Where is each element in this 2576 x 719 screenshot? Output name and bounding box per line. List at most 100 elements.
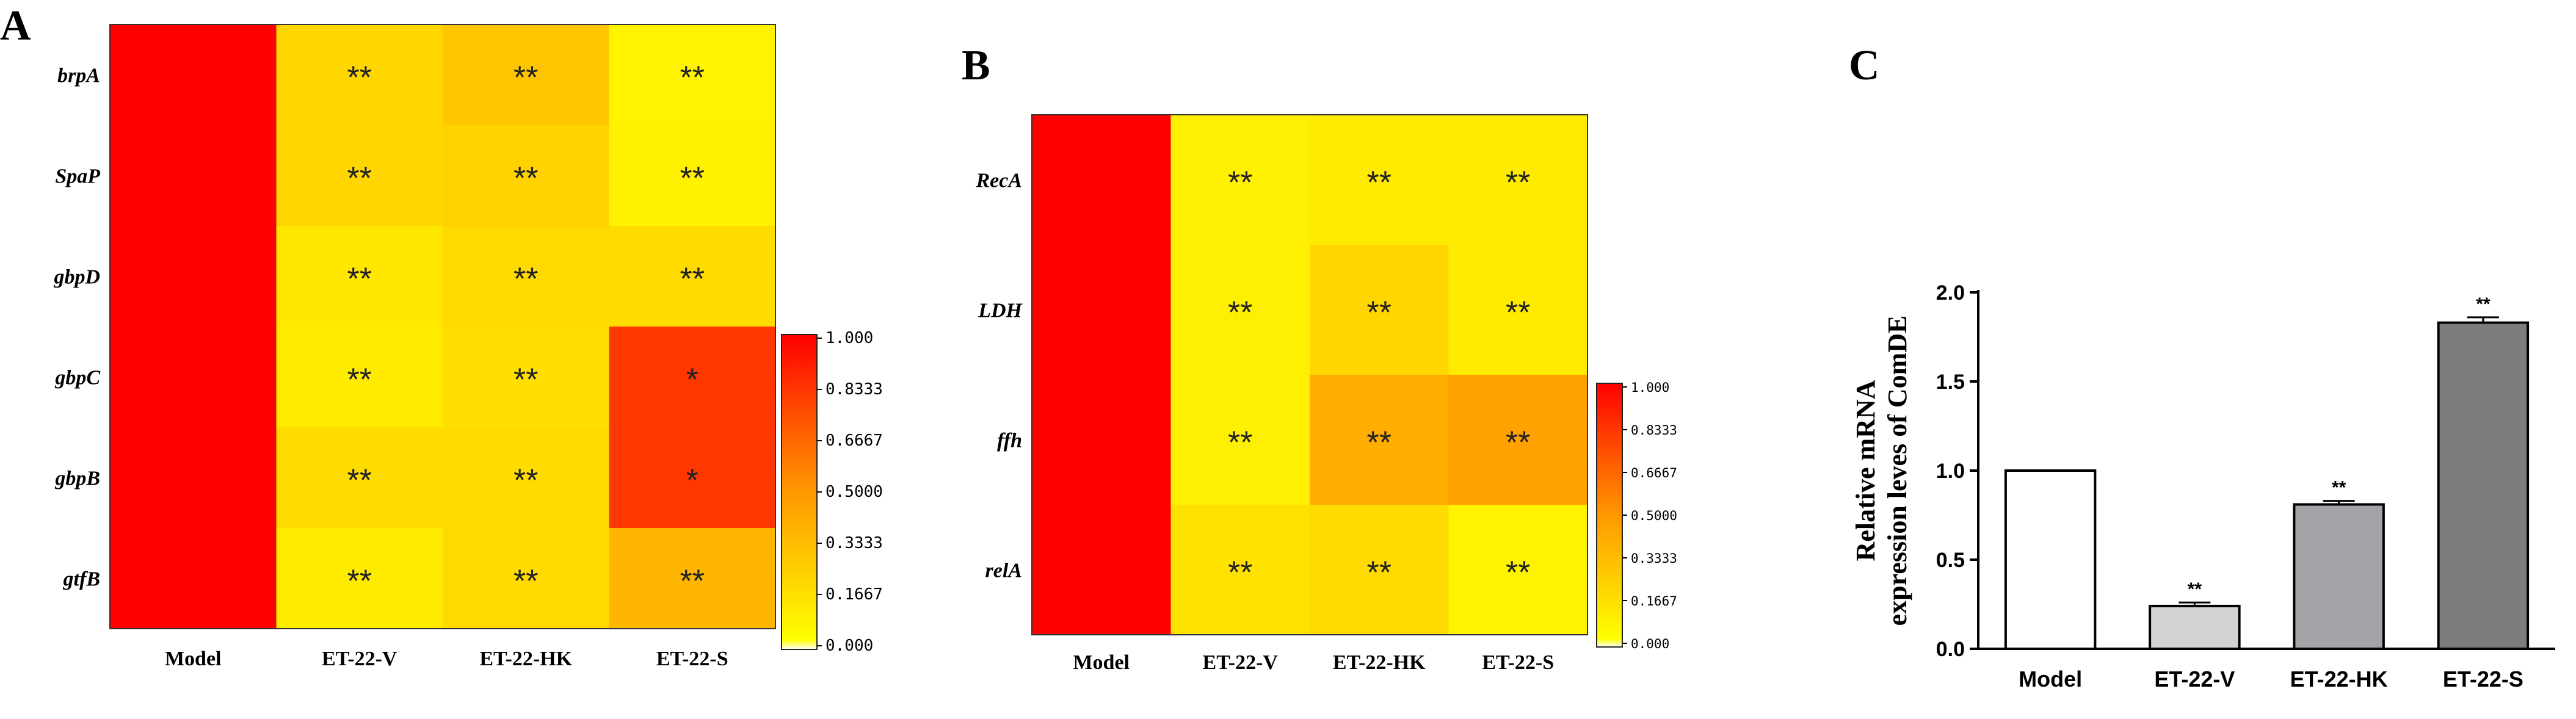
heatmap-cell [609, 226, 776, 327]
row-label: relA [985, 560, 1022, 582]
heatmap-cell [609, 427, 776, 529]
y-tick-label: 2.0 [1936, 281, 1965, 305]
heatmap-a: ** ** **** ** **** ** **** ** *** ** *** ** **brpASp… [53, 24, 776, 670]
x-category-label: ET-22-HK [2290, 667, 2388, 692]
significance-marker: ** [347, 262, 372, 297]
heatmap-cell [276, 427, 443, 529]
heatmap-cell [443, 24, 609, 126]
colorbar-a: 1.000 0.8333 0.6667 0.5000 0.3333 0.1667 0.000 [781, 329, 883, 655]
row-label: RecA [975, 170, 1022, 192]
row-label: ffh [997, 430, 1022, 452]
heatmap-border [1031, 114, 1588, 635]
heatmap-border [109, 24, 776, 629]
significance-marker: ** [1506, 425, 1530, 461]
significance-marker: ** [1506, 165, 1530, 201]
significance-marker: ** [1367, 555, 1391, 591]
significance-marker: ** [2188, 579, 2202, 599]
colorbar-tick-label: 0.3333 [825, 534, 883, 552]
heatmap-cell [1170, 375, 1310, 505]
colorbar-tick-label: 0.8333 [1631, 423, 1677, 438]
significance-marker: ** [513, 463, 538, 499]
colorbar-tick-label: 0.1667 [1631, 594, 1677, 609]
significance-marker: ** [347, 363, 372, 398]
heatmap-cell [276, 125, 443, 226]
column-label: ET-22-V [322, 648, 397, 670]
heatmap-cell [276, 24, 443, 126]
significance-marker: ** [1228, 555, 1252, 591]
significance-marker: * [686, 463, 698, 499]
row-label: SpaP [55, 165, 100, 188]
heatmap-cell [1448, 375, 1588, 505]
significance-marker: ** [513, 564, 538, 599]
heatmap-b: ** ** ** ** ** ** ** ** ** ** ** ** RecA LDH ffh relA Mo… [975, 114, 1588, 674]
heatmap-cell [276, 327, 443, 428]
significance-marker: ** [1228, 425, 1252, 461]
x-category-label: Model [2019, 667, 2082, 692]
heatmap-cell [1032, 375, 1171, 505]
heatmap-cell [276, 528, 443, 629]
significance-marker: ** [347, 60, 372, 96]
significance-marker: ** [1506, 295, 1530, 331]
heatmap-cell [110, 427, 277, 529]
heatmap-cell [609, 24, 776, 126]
significance-marker: ** [347, 564, 372, 599]
heatmap-cell [1032, 505, 1171, 635]
significance-marker: ** [1228, 165, 1252, 201]
heatmap-cell [110, 226, 277, 327]
column-label: ET-22-S [1482, 651, 1554, 674]
heatmap-cell [110, 327, 277, 428]
heatmap-cell [1170, 245, 1310, 375]
column-label: Model [1073, 651, 1130, 674]
x-category-label: ET-22-S [2443, 667, 2523, 692]
column-label: ET-22-HK [1333, 651, 1426, 674]
heatmap-cell [110, 528, 277, 629]
heatmap-cell [110, 24, 277, 126]
bar [2293, 503, 2385, 650]
heatmap-cell [1448, 115, 1588, 245]
heatmap-cell [1310, 505, 1449, 635]
heatmap-cell [443, 427, 609, 529]
colorbar-tick-label: 0.3333 [1631, 551, 1677, 566]
column-label: ET-22-S [656, 648, 728, 670]
row-label: gtfB [63, 568, 100, 591]
significance-marker: ** [1228, 295, 1252, 331]
bar-chart-c: 0.0 0.5 1.0 1.5 2.0 Model ** ET-22-V ** ET-22-HK *… [1851, 281, 2555, 692]
heatmap-cell [276, 226, 443, 327]
significance-marker: ** [513, 363, 538, 398]
heatmap-cell [609, 327, 776, 428]
heatmap-cell [1310, 375, 1449, 505]
heatmap-cell [1032, 245, 1171, 375]
colorbar-tick-label: 0.000 [825, 637, 873, 655]
colorbar-gradient [781, 334, 818, 650]
column-label: ET-22-V [1203, 651, 1279, 674]
y-tick-label: 0.5 [1936, 549, 1965, 572]
y-tick-label: 1.5 [1936, 370, 1965, 394]
bar [2004, 469, 2097, 650]
significance-marker: ** [347, 463, 372, 499]
column-label: Model [165, 648, 222, 670]
heatmap-cell [443, 125, 609, 226]
significance-marker: ** [1367, 295, 1391, 331]
heatmap-cell [609, 125, 776, 226]
heatmap-cell [1170, 115, 1310, 245]
colorbar-tick-label: 0.000 [1631, 637, 1669, 651]
colorbar-tick-label: 0.8333 [825, 380, 883, 399]
heatmap-cell [609, 528, 776, 629]
significance-marker: ** [347, 161, 372, 197]
row-label: brpA [57, 65, 100, 87]
colorbar-b: 1.000 0.8333 0.6667 0.5000 0.3333 0.1667 0.000 [1596, 380, 1677, 651]
heatmap-cell [1448, 245, 1588, 375]
panel-letter-c: C [1849, 42, 1880, 89]
heatmap-cell [443, 327, 609, 428]
significance-marker: ** [513, 60, 538, 96]
colorbar-tick-label: 0.5000 [825, 483, 883, 501]
bar [2437, 321, 2530, 650]
significance-marker: ** [680, 60, 705, 96]
row-label: LDH [978, 300, 1023, 322]
heatmap-cell [1310, 245, 1449, 375]
heatmap-cell [1170, 505, 1310, 635]
heatmap-cell [443, 528, 609, 629]
significance-marker: ** [1367, 425, 1391, 461]
significance-marker: * [686, 363, 698, 398]
